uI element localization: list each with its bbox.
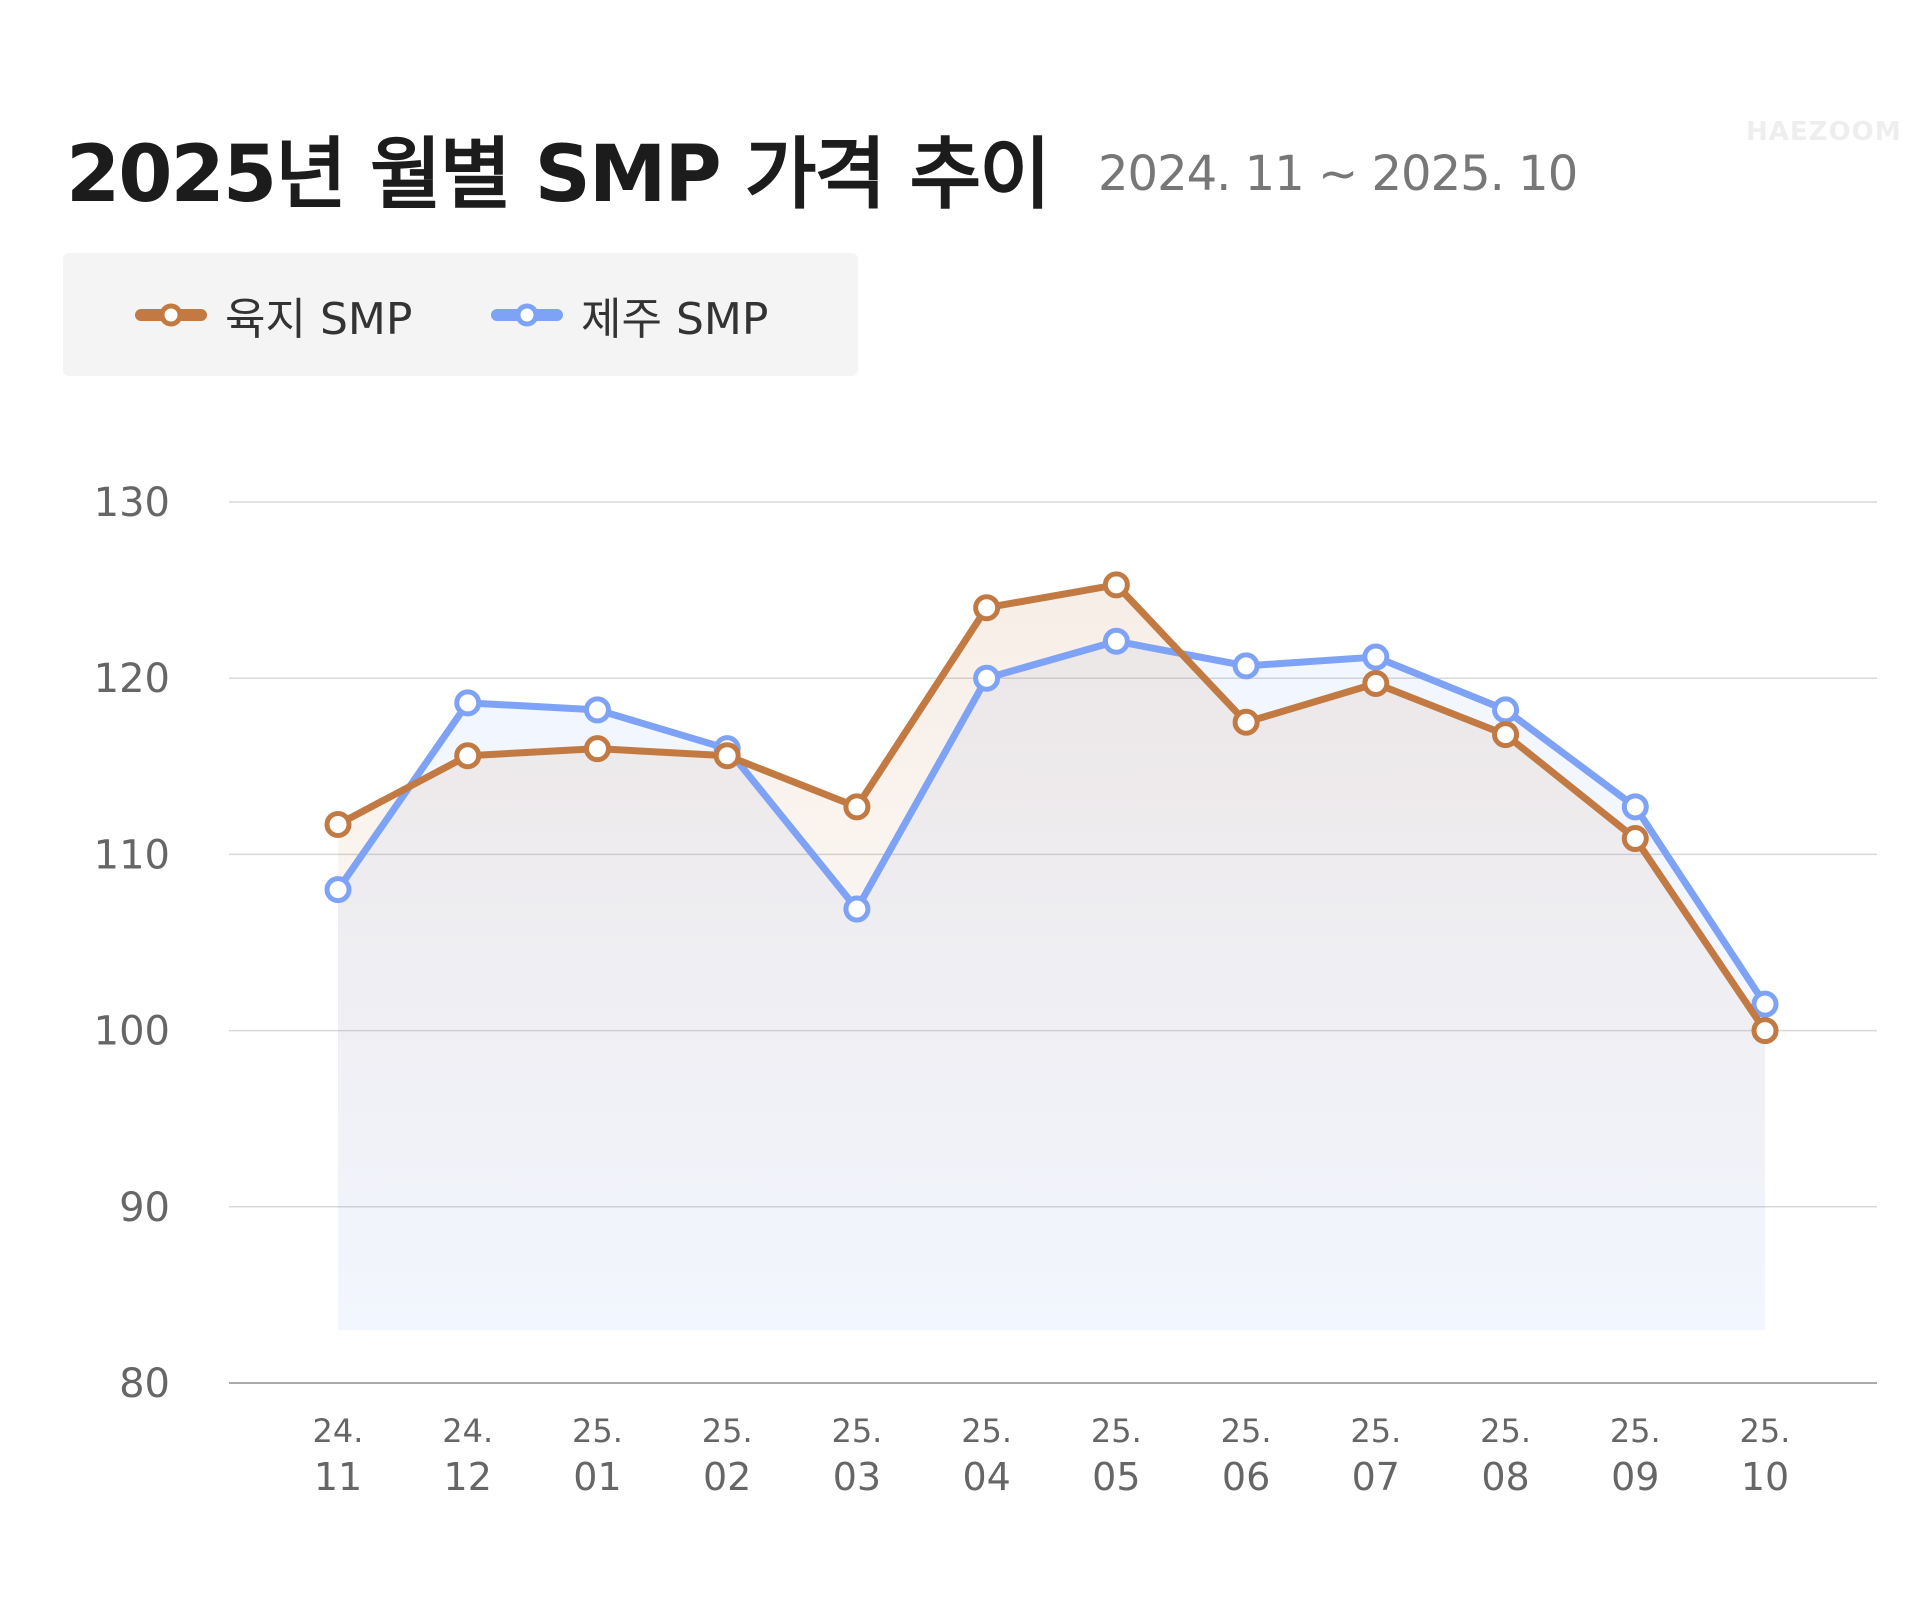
data-point (454, 742, 482, 770)
series-area (338, 584, 1765, 1331)
x-tick-label-year: 25. (572, 1412, 623, 1450)
x-tick-label-month: 04 (962, 1455, 1010, 1499)
data-point (324, 810, 352, 838)
y-tick-label: 100 (94, 1009, 170, 1055)
legend-item-jeju[interactable]: 제주 SMP (491, 253, 768, 376)
x-tick-label-month: 07 (1352, 1455, 1400, 1499)
data-point (1492, 721, 1520, 749)
data-point (583, 696, 611, 724)
data-point (843, 895, 871, 923)
x-tick-label-year: 25. (1480, 1412, 1531, 1450)
x-tick-label-year: 25. (702, 1412, 753, 1450)
legend-marker-jeju-icon (491, 303, 563, 326)
y-tick-label: 110 (94, 832, 170, 878)
data-point (1492, 696, 1520, 724)
data-point (1362, 643, 1390, 671)
data-point (583, 735, 611, 763)
chart-title: 2025년 월별 SMP 가격 추이 (66, 130, 1051, 220)
data-point (1362, 669, 1390, 697)
data-point (973, 594, 1001, 622)
x-tick-label-year: 24. (442, 1412, 493, 1450)
x-tick-label-year: 25. (961, 1412, 1012, 1450)
x-tick-label-year: 25. (1091, 1412, 1142, 1450)
x-tick-label-month: 06 (1222, 1455, 1270, 1499)
y-tick-label: 120 (94, 656, 170, 702)
legend-label-mainland: 육지 SMP (225, 293, 413, 345)
data-point (1751, 990, 1779, 1018)
series-line (335, 637, 1768, 1007)
x-tick-label-month: 12 (444, 1455, 492, 1499)
x-tick-label-month: 05 (1092, 1455, 1140, 1499)
data-point (1102, 571, 1130, 599)
data-point (324, 876, 352, 904)
data-point (1232, 652, 1260, 680)
x-tick-label-month: 08 (1481, 1455, 1529, 1499)
x-tick-label-year: 25. (1740, 1412, 1791, 1450)
series-line (336, 581, 1768, 1033)
x-tick-label-month: 01 (573, 1455, 621, 1499)
x-tick-label-year: 25. (1221, 1412, 1272, 1450)
data-point (843, 793, 871, 821)
x-tick-label-year: 25. (831, 1412, 882, 1450)
data-point (973, 664, 1001, 692)
chart-subtitle: 2024. 11 ~ 2025. 10 (1098, 146, 1578, 202)
legend-item-mainland[interactable]: 육지 SMP (135, 253, 412, 376)
data-point (713, 742, 741, 770)
x-tick-label-month: 02 (703, 1455, 751, 1499)
x-tick-label-month: 11 (314, 1455, 362, 1499)
legend-marker-mainland-icon (135, 303, 207, 326)
data-point (1102, 627, 1130, 655)
x-tick-label-month: 03 (833, 1455, 881, 1499)
data-point (1621, 825, 1649, 853)
data-point (1751, 1017, 1779, 1045)
x-tick-label-year: 24. (313, 1412, 364, 1450)
y-tick-label: 80 (119, 1361, 170, 1407)
data-point (454, 689, 482, 717)
x-tick-label-month: 09 (1611, 1455, 1659, 1499)
y-tick-label: 130 (94, 480, 170, 526)
data-point (1232, 708, 1260, 736)
x-tick-label-year: 25. (1350, 1412, 1401, 1450)
y-tick-label: 90 (119, 1185, 170, 1231)
x-tick-label-year: 25. (1610, 1412, 1661, 1450)
legend-label-jeju: 제주 SMP (581, 293, 769, 345)
legend: 육지 SMP 제주 SMP (63, 253, 858, 376)
data-point (1621, 793, 1649, 821)
x-tick-label-month: 10 (1741, 1455, 1789, 1499)
watermark-logo: HAEZOOM (1746, 117, 1902, 147)
